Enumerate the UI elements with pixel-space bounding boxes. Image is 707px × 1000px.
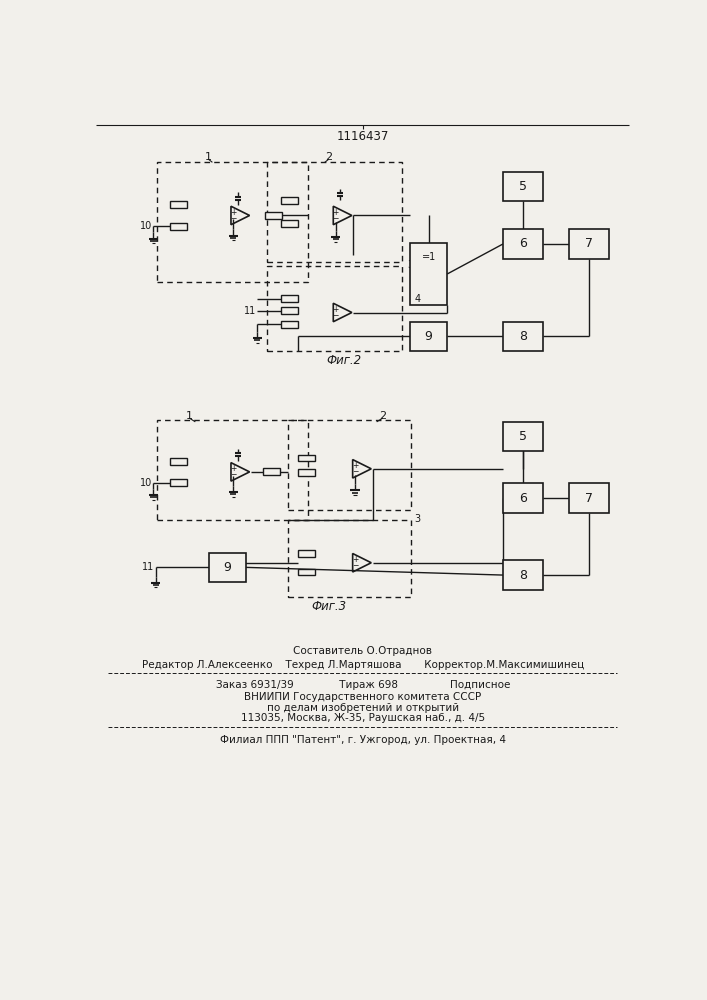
Text: 113035, Москва, Ж-35, Раушская наб., д. 4/5: 113035, Москва, Ж-35, Раушская наб., д. … (240, 713, 485, 723)
Text: 7: 7 (585, 237, 593, 250)
Bar (298, 550, 315, 557)
Bar (267, 266, 402, 351)
Bar (503, 322, 543, 351)
Bar (410, 243, 448, 305)
Text: по делам изобретений и открытий: по делам изобретений и открытий (267, 703, 459, 713)
Bar (281, 321, 298, 328)
Text: 9: 9 (223, 561, 231, 574)
Text: 2: 2 (380, 411, 387, 421)
Text: −: − (230, 470, 236, 479)
Bar (170, 479, 187, 486)
Bar (410, 322, 448, 351)
Bar (503, 560, 543, 590)
Bar (298, 455, 315, 461)
Text: 1: 1 (205, 152, 212, 162)
Bar (281, 197, 298, 204)
Bar (156, 162, 308, 282)
Bar (503, 422, 543, 451)
Bar (569, 483, 609, 513)
Text: Фиг.3: Фиг.3 (311, 600, 346, 613)
Text: 5: 5 (519, 180, 527, 193)
Bar (156, 420, 308, 520)
Bar (298, 469, 315, 476)
Text: =1: =1 (421, 252, 436, 262)
Bar (263, 468, 280, 475)
Text: Заказ 6931/39              Тираж 698                Подписное: Заказ 6931/39 Тираж 698 Подписное (216, 680, 510, 690)
Text: 1116437: 1116437 (337, 130, 389, 143)
Text: +: + (332, 305, 339, 314)
Text: 4: 4 (414, 294, 421, 304)
Text: 11: 11 (142, 562, 154, 572)
Text: −: − (332, 311, 339, 320)
Bar (298, 569, 315, 575)
Text: 6: 6 (519, 492, 527, 505)
Bar (503, 229, 543, 259)
Bar (281, 220, 298, 227)
Text: 7: 7 (585, 492, 593, 505)
Text: 11: 11 (243, 306, 256, 316)
Text: +: + (230, 464, 236, 473)
Text: +: + (332, 208, 339, 217)
Text: −: − (332, 214, 339, 223)
Text: 3: 3 (414, 514, 420, 524)
Text: 1: 1 (186, 411, 192, 421)
Text: −: − (352, 561, 358, 570)
Text: 8: 8 (519, 330, 527, 343)
Text: −: − (230, 214, 236, 223)
Bar (281, 307, 298, 314)
Text: 8: 8 (519, 569, 527, 582)
Bar (170, 223, 187, 230)
Text: −: − (352, 467, 358, 476)
Text: ВНИИПИ Государственного комитета СССР: ВНИИПИ Государственного комитета СССР (244, 692, 481, 702)
Text: 5: 5 (519, 430, 527, 443)
Bar (503, 483, 543, 513)
Bar (569, 229, 609, 259)
Bar (288, 420, 411, 510)
Bar (265, 212, 282, 219)
Text: Филиал ППП "Патент", г. Ужгород, ул. Проектная, 4: Филиал ППП "Патент", г. Ужгород, ул. Про… (220, 735, 506, 745)
Bar (170, 458, 187, 465)
Bar (209, 553, 246, 582)
Text: 6: 6 (519, 237, 527, 250)
Text: 9: 9 (425, 330, 433, 343)
Text: +: + (352, 555, 358, 564)
Text: +: + (352, 461, 358, 470)
Bar (503, 172, 543, 201)
Text: 3: 3 (408, 260, 414, 270)
Bar (267, 162, 402, 262)
Bar (288, 520, 411, 597)
Text: Составитель О.Отраднов: Составитель О.Отраднов (293, 646, 432, 656)
Bar (170, 201, 187, 208)
Text: +: + (230, 208, 236, 217)
Text: 10: 10 (140, 478, 152, 488)
Bar (281, 295, 298, 302)
Text: 10: 10 (140, 221, 152, 231)
Text: Редактор Л.Алексеенко    Техред Л.Мартяшова       Корректор.М.Максимишинец: Редактор Л.Алексеенко Техред Л.Мартяшова… (141, 660, 584, 670)
Text: 2: 2 (325, 152, 332, 162)
Text: Фиг.2: Фиг.2 (327, 354, 362, 367)
